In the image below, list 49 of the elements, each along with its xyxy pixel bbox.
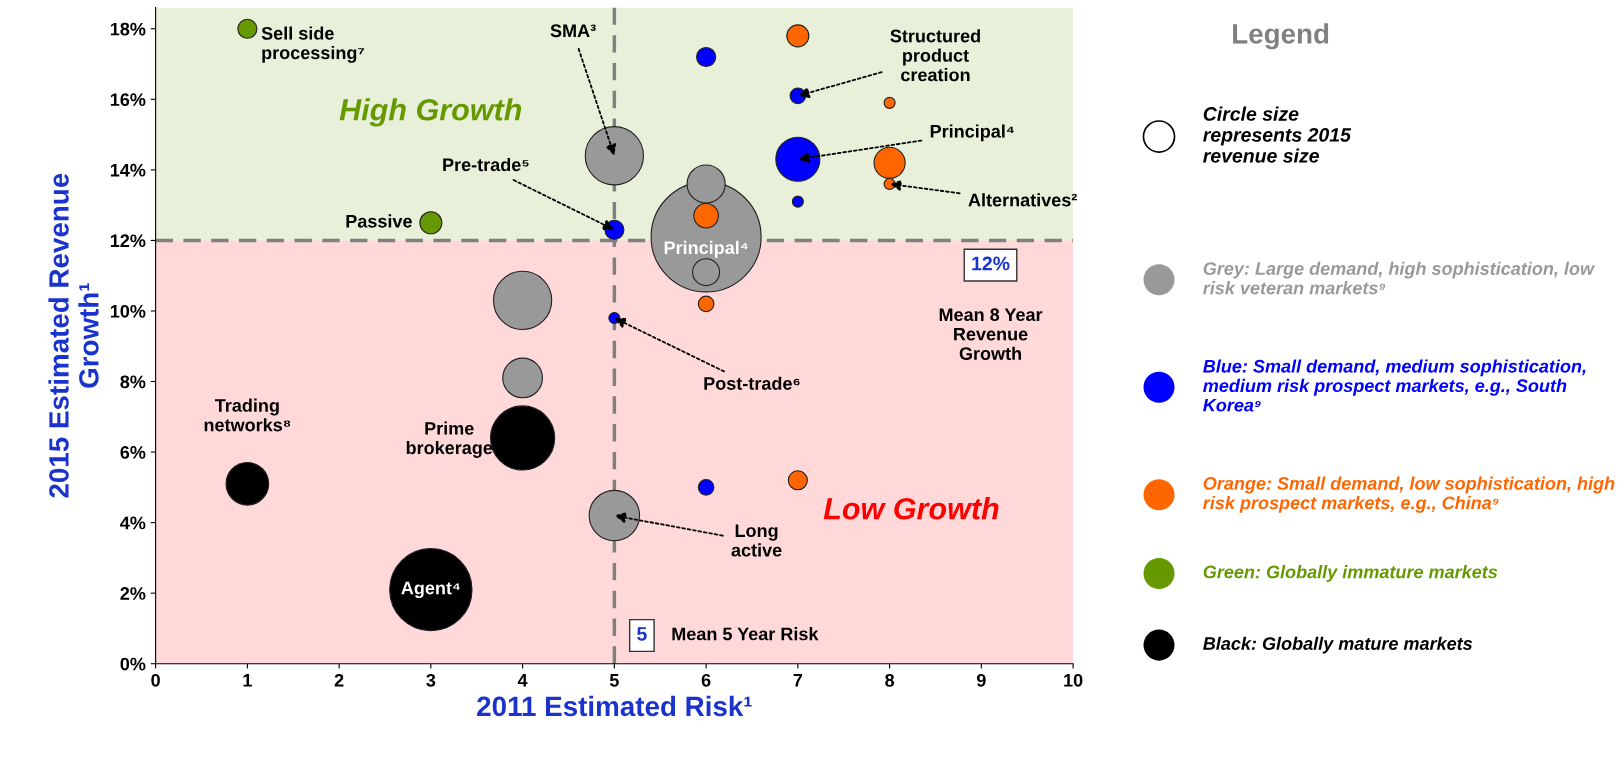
annotation: Mean 5 Year Risk <box>672 627 819 641</box>
x-tick-label: 3 <box>426 673 436 687</box>
x-tick-label: 8 <box>885 673 895 687</box>
annotation: Passive <box>346 214 412 228</box>
ref-line-label: 5 <box>637 627 647 641</box>
x-tick-label: 4 <box>517 674 528 687</box>
y-tick-label: 8% <box>120 375 146 389</box>
y-tick-label: 10% <box>110 304 146 318</box>
legend-label: Green: Globally immature markets <box>1203 565 1498 582</box>
x-tick-label: 1 <box>243 674 252 687</box>
x-tick-label: 7 <box>793 674 803 687</box>
annotation: Pre-trade⁵ <box>443 157 529 172</box>
annotation: Trading networks⁸ <box>204 398 291 432</box>
annotation: Long active <box>731 524 782 557</box>
y-tick-label: 14% <box>110 163 146 177</box>
y-tick-label: 0% <box>120 657 146 671</box>
annotation: Alternatives² <box>968 193 1077 207</box>
legend-label: Blue: Small demand, medium sophistication, medium risk prospect markets, e.g., South Korea⁹ <box>1203 359 1586 412</box>
band-label: High Growth <box>339 98 522 127</box>
annotation: Post-trade⁶ <box>704 376 800 390</box>
y-tick-label: 4% <box>120 516 146 530</box>
x-tick-label: 10 <box>1064 673 1083 687</box>
x-tick-label: 5 <box>609 674 619 687</box>
text: Circle size represents 2015 revenue size <box>1203 106 1352 163</box>
annotation: Structured product creation <box>890 29 980 82</box>
legend-label: Grey: Large demand, high sophistication, low risk veteran markets⁹ <box>1203 261 1595 295</box>
x-tick-label: 2 <box>334 673 344 687</box>
annotation: Prime brokerage <box>406 421 493 458</box>
legend-label: Orange: Small demand, low sophistication, high risk prospect markets, e.g., China⁹ <box>1203 476 1615 513</box>
annotation: Agent⁴ <box>401 581 460 599</box>
y-axis-title: 2015 Estimated Revenue Growth¹ <box>48 173 99 498</box>
legend-label: Black: Globally mature markets <box>1203 636 1473 654</box>
annotation: Sell side processing⁷ <box>261 26 365 63</box>
y-tick-label: 16% <box>110 93 146 107</box>
legend-title: Legend <box>1233 23 1329 50</box>
ref-line-label: 12% <box>972 256 1010 271</box>
annotation: Mean 8 Year Revenue Growth <box>939 308 1043 360</box>
y-tick-label: 12% <box>110 234 146 248</box>
annotation: Principal⁴ <box>664 240 748 258</box>
y-tick-label: 2% <box>120 587 146 600</box>
annotation: SMA³ <box>550 24 596 38</box>
x-axis-title: 2011 Estimated Risk¹ <box>477 695 752 717</box>
x-tick-label: 0 <box>151 673 160 687</box>
x-tick-label: 9 <box>976 673 986 687</box>
annotation: Principal⁴ <box>930 124 1014 142</box>
x-tick-label: 6 <box>701 673 711 687</box>
band-label: Low Growth <box>823 497 999 520</box>
y-tick-label: 18% <box>110 22 146 36</box>
y-tick-label: 6% <box>120 446 146 459</box>
